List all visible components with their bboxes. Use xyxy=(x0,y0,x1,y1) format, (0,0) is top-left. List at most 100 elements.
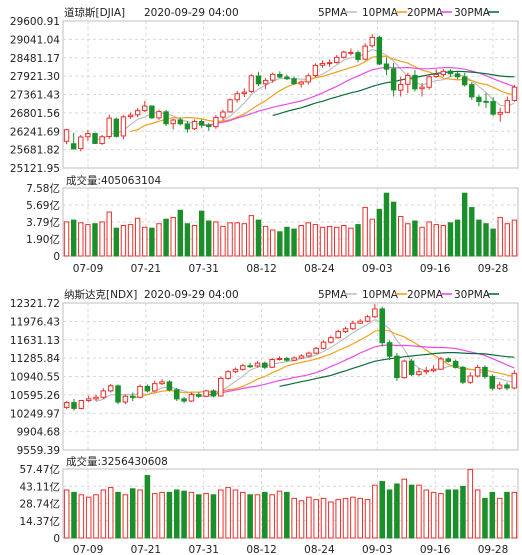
candle xyxy=(372,304,378,318)
legend: 5PMA 10PMA 20PMA 30PMA xyxy=(318,289,499,301)
volume-bar xyxy=(99,221,105,257)
volume-bar xyxy=(166,491,173,539)
volume-bar xyxy=(369,218,375,257)
candle xyxy=(504,96,511,113)
candle xyxy=(326,59,333,67)
volume-bar xyxy=(134,217,141,257)
volume-bar xyxy=(149,227,155,257)
x-tick-label: 09-28 xyxy=(478,263,509,275)
volume-bar xyxy=(203,493,209,539)
y-tick-label: 1.90亿 xyxy=(26,233,60,246)
candle xyxy=(306,351,312,358)
x-tick-label: 08-12 xyxy=(246,263,277,275)
volume-bar xyxy=(379,481,386,539)
volume-bar xyxy=(85,496,92,539)
x-tick-label: 07-31 xyxy=(188,263,219,275)
volume-bar xyxy=(206,220,212,257)
volume-bar xyxy=(106,211,112,257)
candle xyxy=(188,392,195,403)
volume-bar xyxy=(85,224,91,257)
volume-label: 成交量:405063104 xyxy=(66,174,161,187)
volume-bar xyxy=(469,207,475,257)
candle xyxy=(262,361,268,370)
candle xyxy=(447,69,454,77)
candle xyxy=(511,370,518,390)
volume-bar xyxy=(490,228,496,257)
y-tick-label: 0 xyxy=(53,533,60,545)
candle xyxy=(191,119,198,130)
volume-bar xyxy=(142,226,148,257)
y-tick-label: 10249.97 xyxy=(10,408,60,420)
candle xyxy=(93,394,99,402)
volume-bar xyxy=(342,497,349,539)
volume-bar xyxy=(93,494,99,539)
candle xyxy=(181,396,187,404)
x-tick-label: 07-21 xyxy=(131,263,162,275)
volume-bar xyxy=(173,489,180,539)
candle xyxy=(438,356,444,370)
candle xyxy=(397,76,404,97)
x-tick-label: 08-12 xyxy=(246,544,277,555)
volume-bar xyxy=(445,489,452,539)
candle xyxy=(159,379,165,386)
volume-bar xyxy=(401,478,408,539)
volume-bar xyxy=(461,192,468,257)
candle xyxy=(106,114,112,139)
volume-bar xyxy=(476,219,482,257)
candle xyxy=(342,326,349,333)
volume-bar xyxy=(504,223,511,257)
volume-bar xyxy=(312,224,319,257)
volume-bar xyxy=(460,485,466,539)
candle xyxy=(85,395,92,403)
y-tick-label: 5.69亿 xyxy=(26,199,60,212)
candle xyxy=(405,72,411,94)
volume-bar xyxy=(247,494,253,539)
legend-label: 20PMA xyxy=(407,289,444,301)
volume-bar xyxy=(184,223,191,257)
y-tick-label: 10940.55 xyxy=(10,372,60,384)
candle xyxy=(298,354,305,359)
volume-bar xyxy=(305,222,311,257)
ma10-line xyxy=(130,55,515,133)
y-tick-label: 12321.72 xyxy=(10,298,60,310)
volume-bar xyxy=(447,222,454,257)
volume-bar xyxy=(452,489,459,539)
candle xyxy=(460,365,466,384)
x-tick-label: 08-24 xyxy=(304,263,335,275)
y-tick-label: 57.47亿 xyxy=(19,463,60,476)
candle xyxy=(445,357,452,363)
volume-bar xyxy=(291,228,297,257)
candle xyxy=(298,80,304,88)
legend-label: 30PMA xyxy=(454,7,491,19)
candle xyxy=(461,72,468,87)
legend-label: 30PMA xyxy=(454,289,491,301)
candle xyxy=(364,314,371,323)
candle xyxy=(127,112,134,119)
volume-bar xyxy=(394,483,400,539)
volume-bar xyxy=(276,490,283,539)
candle xyxy=(305,73,311,85)
candle xyxy=(312,63,319,78)
candle xyxy=(78,134,84,152)
volume-bar xyxy=(107,487,114,539)
volume-bar xyxy=(350,496,356,539)
volume-panel-ndx: 成交量:3256430608 07-09 07-21 07-31 08-12 08-24… xyxy=(19,455,519,555)
volume-bar xyxy=(440,224,447,257)
candle xyxy=(440,68,447,77)
volume-bar xyxy=(137,489,143,539)
volume-bar xyxy=(364,499,371,539)
volume-bar xyxy=(70,219,77,257)
candle xyxy=(270,72,276,83)
candle xyxy=(412,70,418,92)
x-tick-label: 07-09 xyxy=(73,263,104,275)
y-tick-label: 25121.95 xyxy=(10,163,60,175)
volume-bar xyxy=(298,224,304,257)
volume-bar xyxy=(419,226,425,257)
candle xyxy=(490,97,496,117)
volume-bar xyxy=(326,225,333,257)
candle xyxy=(383,57,390,76)
volume-bar xyxy=(306,496,312,539)
candle xyxy=(497,107,503,122)
volume-bar xyxy=(474,489,481,539)
volume-bar xyxy=(357,497,363,539)
